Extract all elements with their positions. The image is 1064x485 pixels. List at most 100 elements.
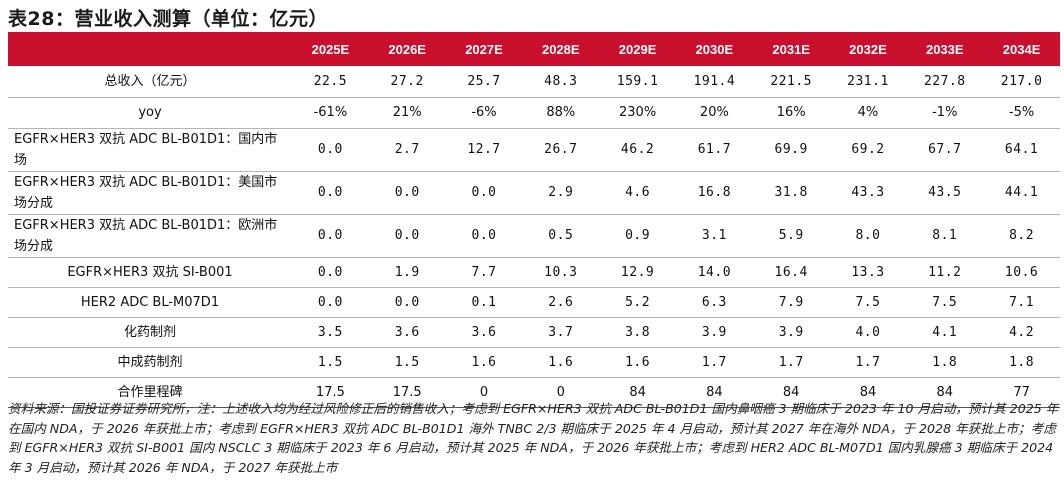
cell-value: 20% [675,97,753,129]
cell-value: 7.7 [445,257,523,288]
cell-value: 3.9 [675,317,753,348]
cell-value: 11.2 [906,257,984,288]
cell-value: 191.4 [675,66,753,98]
cell-value: 0.1 [445,287,523,318]
cell-value: 0.0 [292,128,369,172]
cell-value: 84 [829,377,907,408]
header-row: 2025E 2026E 2027E 2028E 2029E 2030E 2031… [8,32,1060,66]
cell-value: 1.7 [675,347,753,378]
table-row: 化药制剂 3.5 3.6 3.6 3.7 3.8 3.9 3.9 4.0 4.1… [8,317,1060,348]
cell-value: 1.6 [445,347,523,378]
cell-value: 10.3 [522,257,600,288]
cell-value: 0.0 [292,171,369,215]
cell-value: 16.4 [752,257,830,288]
header-year: 2028E [522,32,600,66]
cell-value: 230% [599,97,676,129]
cell-value: 0.0 [368,214,446,258]
row-label: 总收入（亿元） [8,66,292,98]
row-label: EGFR×HER3 双抗 ADC BL-B01D1：国内市场 [8,128,292,172]
cell-value: 69.9 [752,128,830,172]
cell-value: 1.6 [522,347,600,378]
cell-value: 4.0 [829,317,907,348]
cell-value: 3.1 [675,214,753,258]
cell-value: 159.1 [599,66,676,98]
cell-value: 4.2 [983,317,1060,348]
cell-value: 0 [445,377,523,408]
cell-value: 13.3 [829,257,907,288]
cell-value: 7.1 [983,287,1060,318]
cell-value: 8.1 [906,214,984,258]
table-row: EGFR×HER3 双抗 ADC BL-B01D1：国内市场 0.0 2.7 1… [8,128,1060,172]
cell-value: 1.5 [292,347,369,378]
cell-value: 7.5 [906,287,984,318]
cell-value: 1.7 [752,347,830,378]
cell-value: 1.8 [983,347,1060,378]
cell-value: 22.5 [292,66,369,98]
table-row: EGFR×HER3 双抗 ADC BL-B01D1：美国市场分成 0.0 0.0… [8,171,1060,215]
cell-value: 61.7 [675,128,753,172]
cell-value: -1% [906,97,984,129]
cell-value: 3.6 [445,317,523,348]
table-row: EGFR×HER3 双抗 SI-B001 0.0 1.9 7.7 10.3 12… [8,257,1060,288]
cell-value: 0.0 [368,171,446,215]
cell-value: 221.5 [752,66,830,98]
cell-value: 4.6 [599,171,676,215]
cell-value: 5.9 [752,214,830,258]
cell-value: 67.7 [906,128,984,172]
row-label: yoy [8,97,292,129]
cell-value: 0.0 [445,171,523,215]
table-row: yoy -61% 21% -6% 88% 230% 20% 16% 4% -1%… [8,97,1060,129]
cell-value: 4.1 [906,317,984,348]
cell-value: 2.6 [522,287,600,318]
header-year: 2029E [599,32,676,66]
cell-value: 64.1 [983,128,1060,172]
row-label: HER2 ADC BL-M07D1 [8,287,292,318]
row-label: EGFR×HER3 双抗 ADC BL-B01D1：欧洲市场分成 [8,214,292,258]
cell-value: 69.2 [829,128,907,172]
cell-value: 10.6 [983,257,1060,288]
header-year: 2034E [983,32,1060,66]
cell-value: 16% [752,97,830,129]
cell-value: 14.0 [675,257,753,288]
cell-value: 0.0 [445,214,523,258]
cell-value: 5.2 [599,287,676,318]
cell-value: 48.3 [522,66,600,98]
cell-value: -5% [983,97,1060,129]
row-label: EGFR×HER3 双抗 SI-B001 [8,257,292,288]
cell-value: 77 [983,377,1060,408]
table-row: EGFR×HER3 双抗 ADC BL-B01D1：欧洲市场分成 0.0 0.0… [8,214,1060,258]
cell-value: 88% [522,97,600,129]
cell-value: 1.6 [599,347,676,378]
cell-value: 7.5 [829,287,907,318]
cell-value: 3.9 [752,317,830,348]
table-row: 中成药制剂 1.5 1.5 1.6 1.6 1.6 1.7 1.7 1.7 1.… [8,347,1060,378]
table-row: HER2 ADC BL-M07D1 0.0 0.0 0.1 2.6 5.2 6.… [8,287,1060,318]
cell-value: 0.5 [522,214,600,258]
header-year: 2025E [292,32,369,66]
header-year: 2030E [675,32,753,66]
cell-value: 84 [675,377,753,408]
cell-value: 0.0 [368,287,446,318]
cell-value: 17.5 [368,377,446,408]
cell-value: 1.5 [368,347,446,378]
cell-value: 3.6 [368,317,446,348]
source-footnote: 资料来源：国投证券证券研究所，注：上述收入均为经过风险修正后的销售收入；考虑到 … [8,401,1059,475]
cell-value: 0.0 [292,287,369,318]
table-row: 合作里程碑 17.5 17.5 0 0 84 84 84 84 84 77 [8,377,1060,408]
cell-value: 17.5 [292,377,369,408]
cell-value: 2.9 [522,171,600,215]
cell-value: 3.7 [522,317,600,348]
header-year: 2032E [829,32,907,66]
cell-value: 12.7 [445,128,523,172]
cell-value: 6.3 [675,287,753,318]
cell-value: 16.8 [675,171,753,215]
cell-value: 3.8 [599,317,676,348]
cell-value: 84 [752,377,830,408]
cell-value: 27.2 [368,66,446,98]
cell-value: 1.7 [829,347,907,378]
cell-value: 0.0 [292,214,369,258]
table-row: 总收入（亿元） 22.5 27.2 25.7 48.3 159.1 191.4 … [8,66,1060,98]
table-title: 表28：营业收入测算（单位：亿元） [8,8,328,30]
cell-value: 8.2 [983,214,1060,258]
cell-value: 0.0 [292,257,369,288]
